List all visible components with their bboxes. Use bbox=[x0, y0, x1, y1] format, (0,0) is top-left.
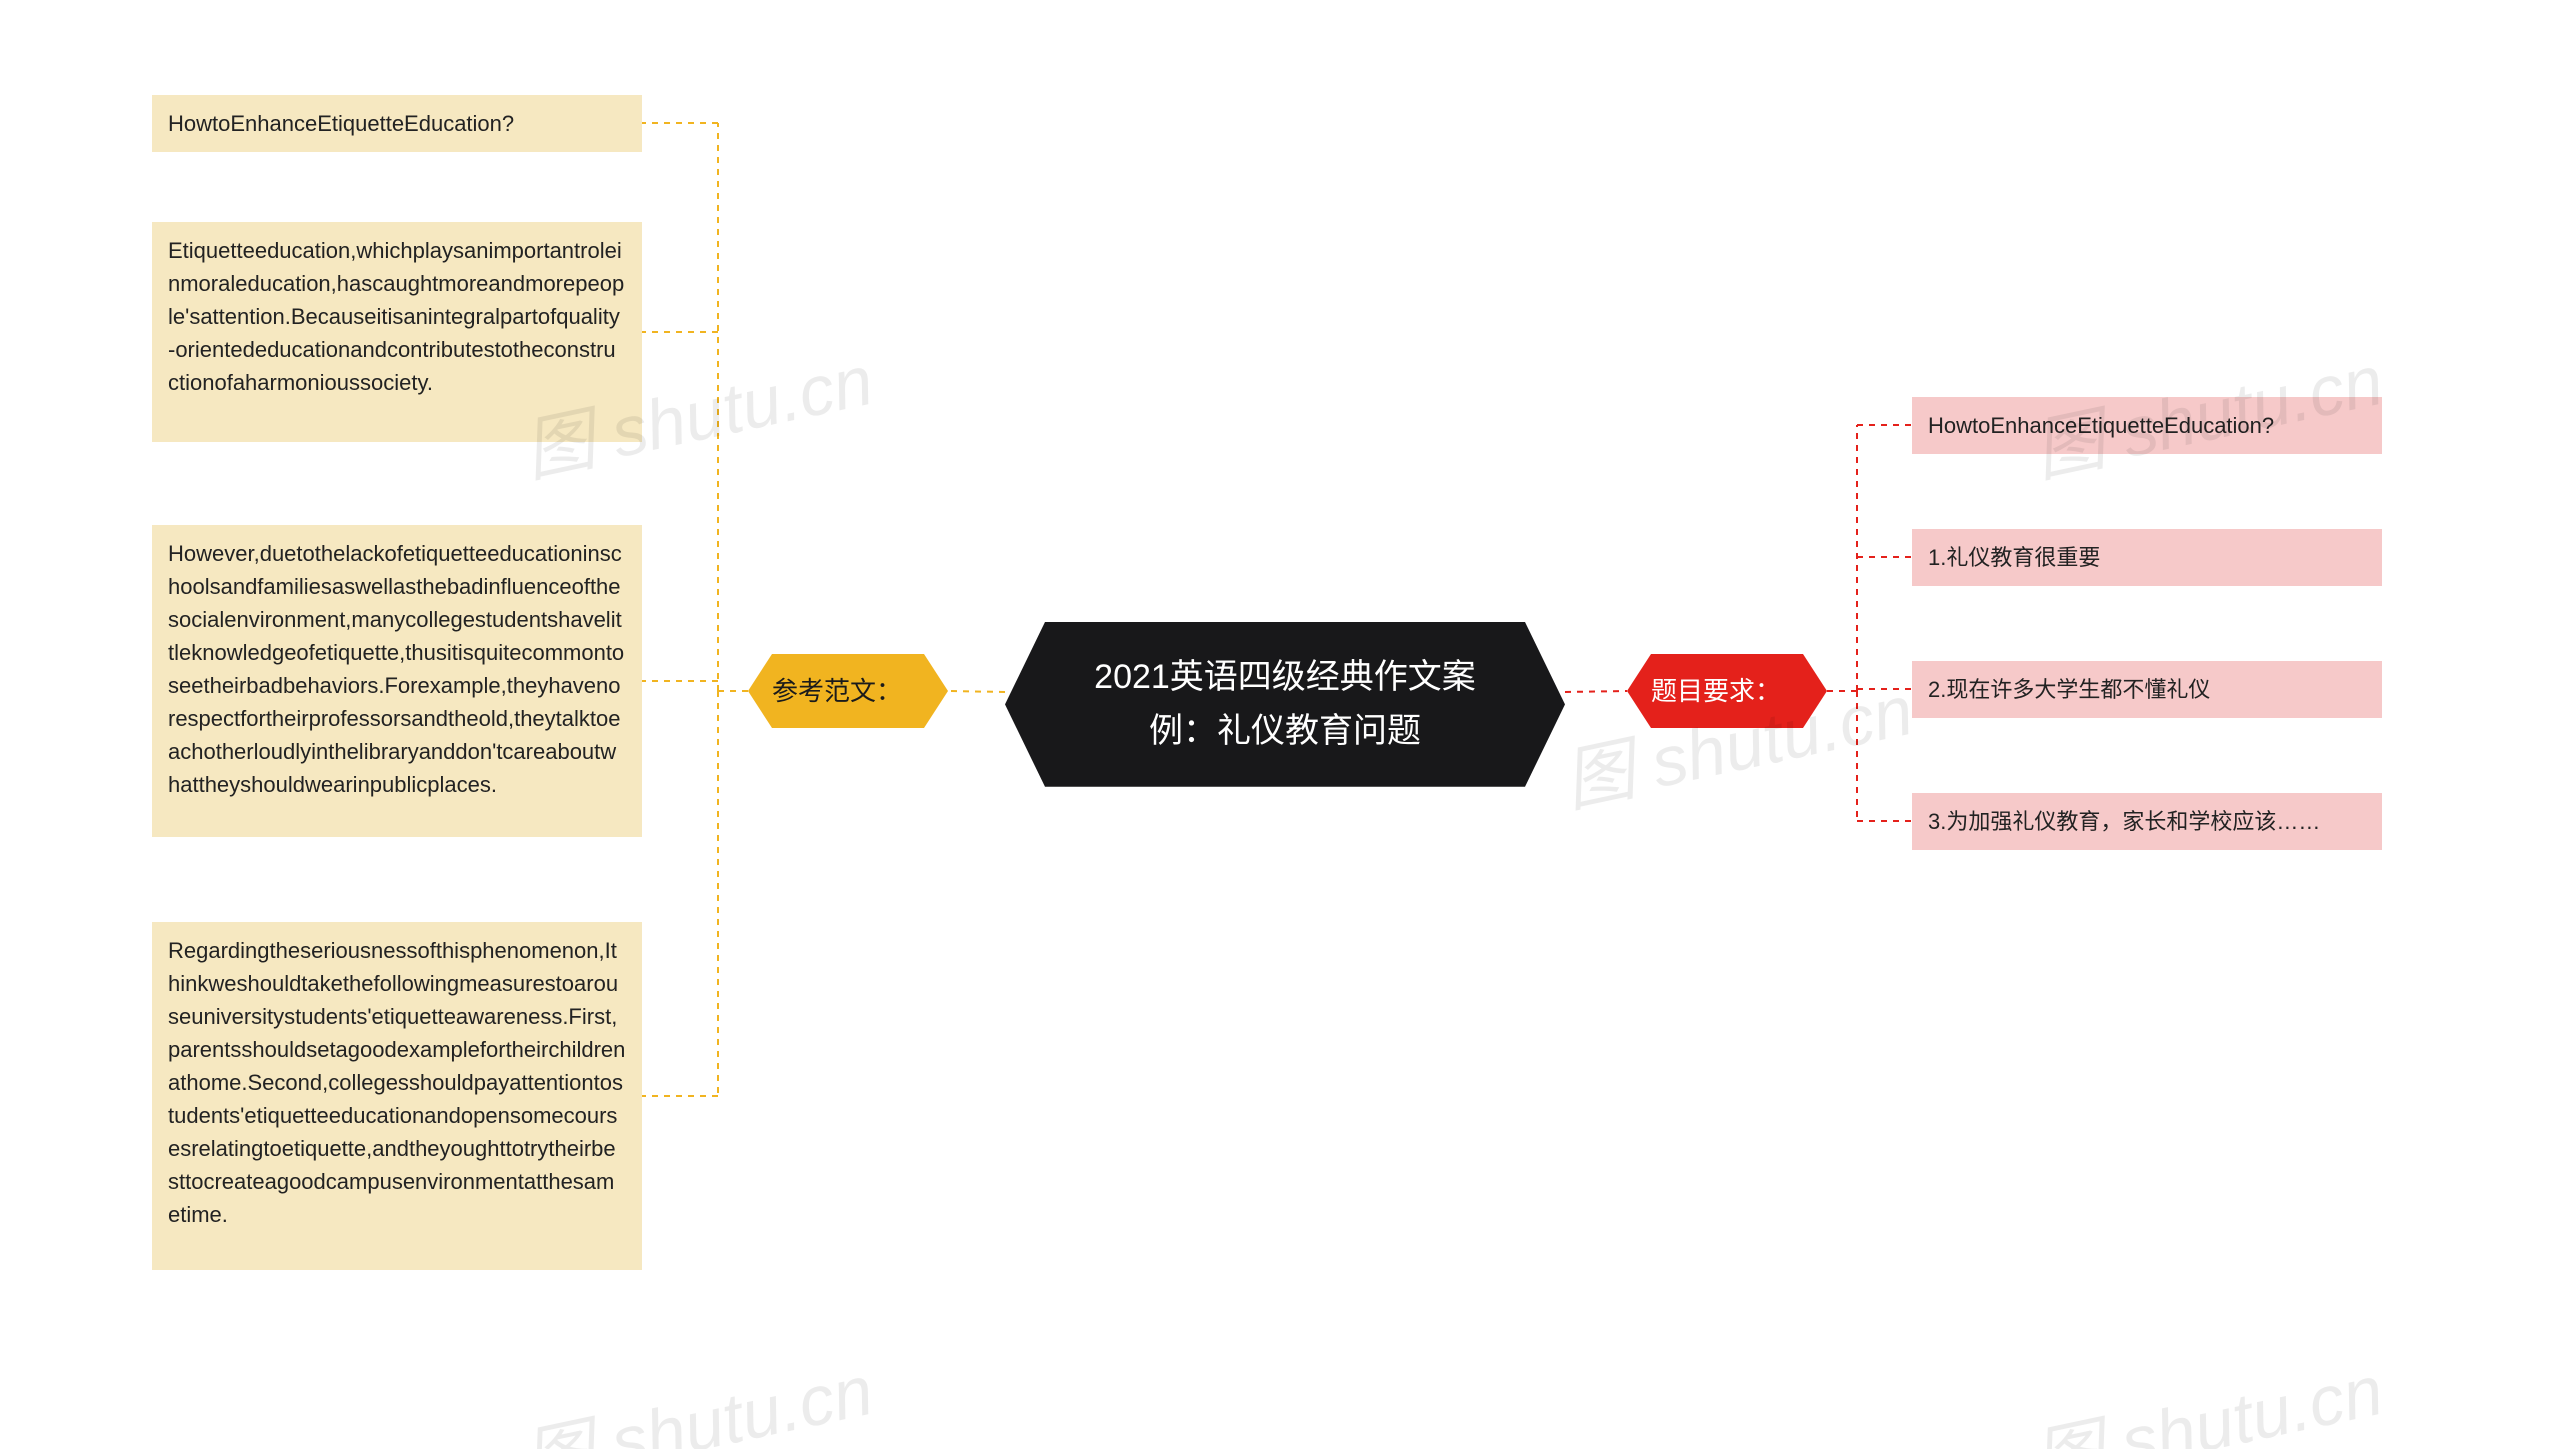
left-leaf-3: Regardingtheseriousnessofthisphenomenon,… bbox=[152, 922, 642, 1270]
right-leaf-2: 2.现在许多大学生都不懂礼仪 bbox=[1912, 661, 2382, 718]
left-leaf-2: However,duetothelackofetiquetteeducation… bbox=[152, 525, 642, 837]
watermark-3: 图 shutu.cn bbox=[513, 1334, 880, 1449]
left-leaf-0: HowtoEnhanceEtiquetteEducation? bbox=[152, 95, 642, 152]
watermark-4: 图 shutu.cn bbox=[2023, 1334, 2390, 1449]
root-line2: 例：礼仪教育问题 bbox=[1035, 704, 1535, 758]
right-leaf-0: HowtoEnhanceEtiquetteEducation? bbox=[1912, 397, 2382, 454]
left-leaf-1: Etiquetteeducation,whichplaysanimportant… bbox=[152, 222, 642, 442]
branch-requirements: 题目要求： bbox=[1627, 654, 1827, 728]
right-leaf-1: 1.礼仪教育很重要 bbox=[1912, 529, 2382, 586]
mindmap-canvas: 2021英语四级经典作文案 例：礼仪教育问题 参考范文： 题目要求： Howto… bbox=[0, 0, 2560, 1449]
root-node: 2021英语四级经典作文案 例：礼仪教育问题 bbox=[1005, 622, 1565, 787]
root-line1: 2021英语四级经典作文案 bbox=[1035, 650, 1535, 704]
branch-reference-essay: 参考范文： bbox=[748, 654, 948, 728]
right-leaf-3: 3.为加强礼仪教育，家长和学校应该…… bbox=[1912, 793, 2382, 850]
